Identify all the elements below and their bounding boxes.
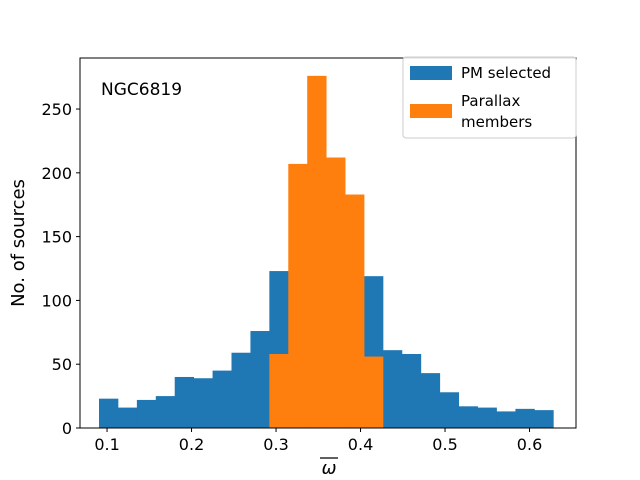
parallax-members-bar-14 <box>364 356 384 428</box>
pm-selected-bar-21 <box>496 411 516 428</box>
parallax-members-bar-12 <box>326 157 346 428</box>
y-axis-title-group: No. of sources <box>8 179 29 307</box>
parallax-members-bar-13 <box>345 194 365 428</box>
parallax-members-bars <box>269 75 384 429</box>
pm-selected-bar-3 <box>155 396 176 428</box>
pm-selected-bar-8 <box>250 331 270 428</box>
y-tick-label: 200 <box>41 164 72 183</box>
legend-label-parallax-line2: members <box>461 113 532 131</box>
legend-label-pm-selected: PM selected <box>461 64 551 82</box>
y-axis-ticks: 0 50 100 150 200 250 <box>41 100 80 438</box>
y-axis-title: No. of sources <box>8 179 29 307</box>
pm-selected-bar-0 <box>99 398 119 428</box>
pm-selected-bar-5 <box>193 378 213 428</box>
pm-selected-bar-20 <box>477 407 497 428</box>
pm-selected-bar-16 <box>401 354 422 428</box>
parallax-members-bar-11 <box>307 75 327 429</box>
x-tick-label: 0.2 <box>179 435 204 454</box>
x-tick-label: 0.5 <box>432 435 457 454</box>
legend: PM selected Parallax members <box>402 56 577 139</box>
parallax-members-bar-10 <box>288 163 308 428</box>
pm-selected-bar-15 <box>382 350 403 428</box>
parallax-members-bar-9 <box>269 354 289 428</box>
plot-frame <box>79 57 577 429</box>
pm-selected-bar-2 <box>136 399 157 428</box>
cluster-annotation: NGC6819 <box>101 80 182 100</box>
legend-swatch-parallax-members <box>410 104 452 118</box>
x-axis-title: ω <box>321 458 336 479</box>
x-tick-label: 0.4 <box>348 435 373 454</box>
pm-selected-bar-23 <box>534 410 554 428</box>
pm-selected-bar-7 <box>231 352 251 428</box>
pm-selected-bar-22 <box>515 408 535 428</box>
x-axis-title-group: ω <box>320 457 338 479</box>
pm-selected-bar-17 <box>420 373 441 428</box>
legend-swatch-pm-selected <box>410 66 452 80</box>
y-tick-label: 150 <box>41 228 72 247</box>
pm-selected-bar-4 <box>174 376 195 428</box>
pm-selected-bar-1 <box>117 407 138 428</box>
x-tick-label: 0.3 <box>263 435 288 454</box>
legend-label-parallax-line1: Parallax <box>461 92 520 110</box>
pm-selected-bar-18 <box>439 392 460 428</box>
x-tick-label: 0.6 <box>517 435 542 454</box>
x-axis-ticks: 0.1 0.2 0.3 0.4 0.5 0.6 <box>94 428 542 454</box>
pm-selected-bar-6 <box>212 370 232 428</box>
y-tick-label: 50 <box>52 355 72 374</box>
pm-selected-bar-19 <box>458 406 478 428</box>
y-tick-label: 100 <box>41 291 72 310</box>
y-tick-label: 250 <box>41 100 72 119</box>
x-tick-label: 0.1 <box>94 435 119 454</box>
y-tick-label: 0 <box>62 419 72 438</box>
